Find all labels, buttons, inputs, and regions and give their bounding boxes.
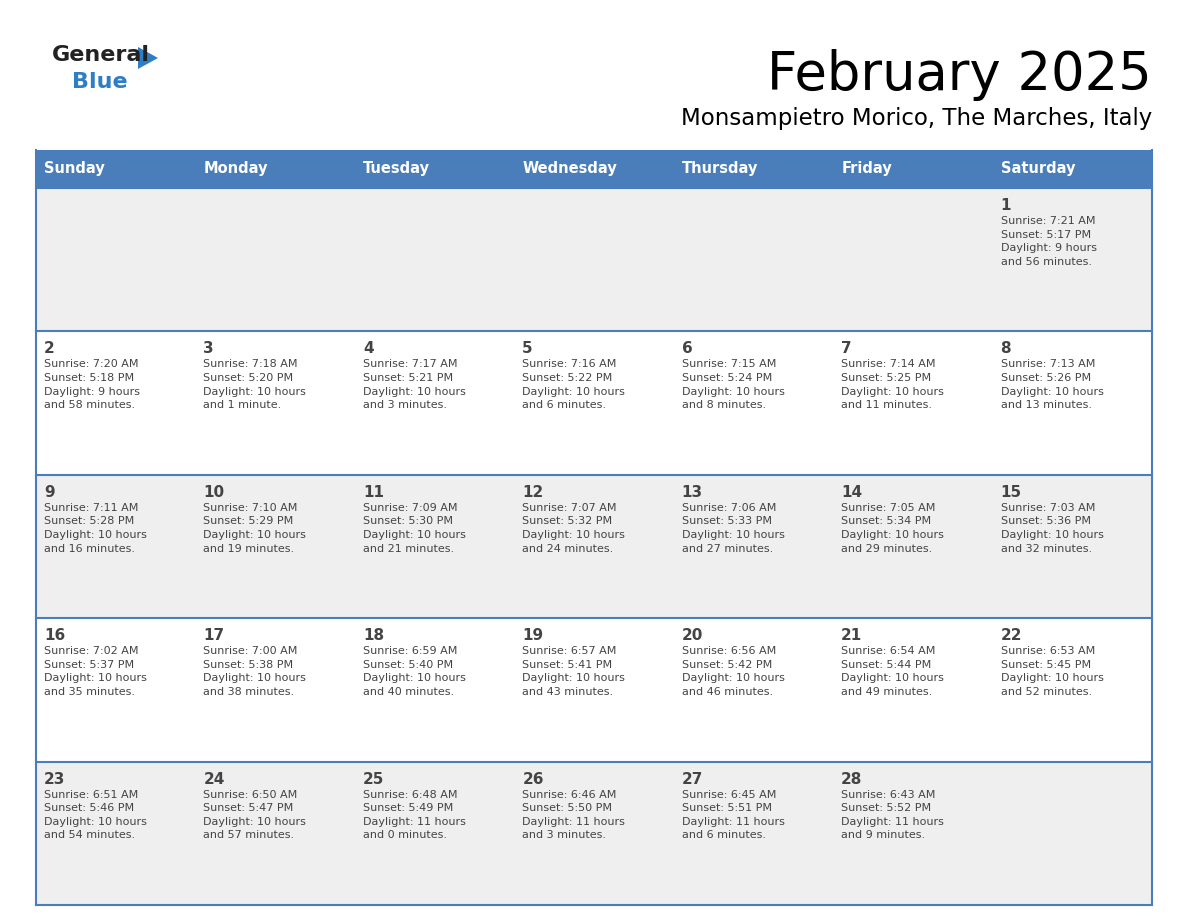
Text: Friday: Friday — [841, 162, 892, 176]
Text: Sunday: Sunday — [44, 162, 105, 176]
Text: Sunrise: 7:03 AM
Sunset: 5:36 PM
Daylight: 10 hours
and 32 minutes.: Sunrise: 7:03 AM Sunset: 5:36 PM Dayligh… — [1000, 503, 1104, 554]
Text: 18: 18 — [362, 628, 384, 644]
Text: Sunrise: 6:57 AM
Sunset: 5:41 PM
Daylight: 10 hours
and 43 minutes.: Sunrise: 6:57 AM Sunset: 5:41 PM Dayligh… — [523, 646, 625, 697]
Text: Blue: Blue — [72, 72, 127, 92]
Text: Sunrise: 7:00 AM
Sunset: 5:38 PM
Daylight: 10 hours
and 38 minutes.: Sunrise: 7:00 AM Sunset: 5:38 PM Dayligh… — [203, 646, 307, 697]
Text: 15: 15 — [1000, 485, 1022, 499]
Text: Sunrise: 6:59 AM
Sunset: 5:40 PM
Daylight: 10 hours
and 40 minutes.: Sunrise: 6:59 AM Sunset: 5:40 PM Dayligh… — [362, 646, 466, 697]
Bar — [36, 331, 1152, 475]
Text: 7: 7 — [841, 341, 852, 356]
Text: Sunrise: 7:14 AM
Sunset: 5:25 PM
Daylight: 10 hours
and 11 minutes.: Sunrise: 7:14 AM Sunset: 5:25 PM Dayligh… — [841, 360, 944, 410]
Text: 16: 16 — [44, 628, 65, 644]
Text: Sunrise: 7:21 AM
Sunset: 5:17 PM
Daylight: 9 hours
and 56 minutes.: Sunrise: 7:21 AM Sunset: 5:17 PM Dayligh… — [1000, 216, 1097, 267]
Bar — [514, 150, 674, 188]
Text: 4: 4 — [362, 341, 373, 356]
Bar — [992, 150, 1152, 188]
Text: 1: 1 — [1000, 198, 1011, 213]
Text: 24: 24 — [203, 772, 225, 787]
Text: Tuesday: Tuesday — [362, 162, 430, 176]
Text: Sunrise: 7:20 AM
Sunset: 5:18 PM
Daylight: 9 hours
and 58 minutes.: Sunrise: 7:20 AM Sunset: 5:18 PM Dayligh… — [44, 360, 140, 410]
Text: 6: 6 — [682, 341, 693, 356]
Text: 9: 9 — [44, 485, 55, 499]
Text: Sunrise: 6:45 AM
Sunset: 5:51 PM
Daylight: 11 hours
and 6 minutes.: Sunrise: 6:45 AM Sunset: 5:51 PM Dayligh… — [682, 789, 784, 840]
Text: 12: 12 — [523, 485, 544, 499]
Text: Sunrise: 6:56 AM
Sunset: 5:42 PM
Daylight: 10 hours
and 46 minutes.: Sunrise: 6:56 AM Sunset: 5:42 PM Dayligh… — [682, 646, 784, 697]
Text: Sunrise: 7:17 AM
Sunset: 5:21 PM
Daylight: 10 hours
and 3 minutes.: Sunrise: 7:17 AM Sunset: 5:21 PM Dayligh… — [362, 360, 466, 410]
Text: Sunrise: 7:10 AM
Sunset: 5:29 PM
Daylight: 10 hours
and 19 minutes.: Sunrise: 7:10 AM Sunset: 5:29 PM Dayligh… — [203, 503, 307, 554]
Text: 21: 21 — [841, 628, 862, 644]
Text: February 2025: February 2025 — [767, 49, 1152, 101]
Text: 23: 23 — [44, 772, 65, 787]
Bar — [674, 150, 833, 188]
Text: Sunrise: 6:53 AM
Sunset: 5:45 PM
Daylight: 10 hours
and 52 minutes.: Sunrise: 6:53 AM Sunset: 5:45 PM Dayligh… — [1000, 646, 1104, 697]
Text: Sunrise: 7:09 AM
Sunset: 5:30 PM
Daylight: 10 hours
and 21 minutes.: Sunrise: 7:09 AM Sunset: 5:30 PM Dayligh… — [362, 503, 466, 554]
Text: Saturday: Saturday — [1000, 162, 1075, 176]
Bar — [36, 188, 1152, 331]
Text: 27: 27 — [682, 772, 703, 787]
Text: 25: 25 — [362, 772, 384, 787]
Bar — [36, 475, 1152, 618]
Text: Sunrise: 6:50 AM
Sunset: 5:47 PM
Daylight: 10 hours
and 57 minutes.: Sunrise: 6:50 AM Sunset: 5:47 PM Dayligh… — [203, 789, 307, 840]
Text: Sunrise: 6:43 AM
Sunset: 5:52 PM
Daylight: 11 hours
and 9 minutes.: Sunrise: 6:43 AM Sunset: 5:52 PM Dayligh… — [841, 789, 944, 840]
Text: 8: 8 — [1000, 341, 1011, 356]
Bar — [833, 150, 992, 188]
Text: 20: 20 — [682, 628, 703, 644]
Text: Thursday: Thursday — [682, 162, 758, 176]
Text: Sunrise: 6:46 AM
Sunset: 5:50 PM
Daylight: 11 hours
and 3 minutes.: Sunrise: 6:46 AM Sunset: 5:50 PM Dayligh… — [523, 789, 625, 840]
Text: 17: 17 — [203, 628, 225, 644]
Text: Sunrise: 7:05 AM
Sunset: 5:34 PM
Daylight: 10 hours
and 29 minutes.: Sunrise: 7:05 AM Sunset: 5:34 PM Dayligh… — [841, 503, 944, 554]
Bar — [36, 762, 1152, 905]
Text: 26: 26 — [523, 772, 544, 787]
Text: Sunrise: 7:11 AM
Sunset: 5:28 PM
Daylight: 10 hours
and 16 minutes.: Sunrise: 7:11 AM Sunset: 5:28 PM Dayligh… — [44, 503, 147, 554]
Text: Sunrise: 7:15 AM
Sunset: 5:24 PM
Daylight: 10 hours
and 8 minutes.: Sunrise: 7:15 AM Sunset: 5:24 PM Dayligh… — [682, 360, 784, 410]
Text: Wednesday: Wednesday — [523, 162, 617, 176]
Bar — [355, 150, 514, 188]
Text: Monsampietro Morico, The Marches, Italy: Monsampietro Morico, The Marches, Italy — [681, 106, 1152, 129]
Text: Sunrise: 7:18 AM
Sunset: 5:20 PM
Daylight: 10 hours
and 1 minute.: Sunrise: 7:18 AM Sunset: 5:20 PM Dayligh… — [203, 360, 307, 410]
Text: 5: 5 — [523, 341, 533, 356]
Text: Sunrise: 7:06 AM
Sunset: 5:33 PM
Daylight: 10 hours
and 27 minutes.: Sunrise: 7:06 AM Sunset: 5:33 PM Dayligh… — [682, 503, 784, 554]
Text: Sunrise: 7:02 AM
Sunset: 5:37 PM
Daylight: 10 hours
and 35 minutes.: Sunrise: 7:02 AM Sunset: 5:37 PM Dayligh… — [44, 646, 147, 697]
Text: 14: 14 — [841, 485, 862, 499]
Text: General: General — [52, 45, 150, 65]
Text: Sunrise: 6:54 AM
Sunset: 5:44 PM
Daylight: 10 hours
and 49 minutes.: Sunrise: 6:54 AM Sunset: 5:44 PM Dayligh… — [841, 646, 944, 697]
Text: 22: 22 — [1000, 628, 1022, 644]
Text: Sunrise: 7:13 AM
Sunset: 5:26 PM
Daylight: 10 hours
and 13 minutes.: Sunrise: 7:13 AM Sunset: 5:26 PM Dayligh… — [1000, 360, 1104, 410]
Text: Monday: Monday — [203, 162, 268, 176]
Text: 2: 2 — [44, 341, 55, 356]
Text: 3: 3 — [203, 341, 214, 356]
Text: 13: 13 — [682, 485, 703, 499]
Text: 10: 10 — [203, 485, 225, 499]
Bar — [36, 618, 1152, 762]
Bar — [196, 150, 355, 188]
Text: Sunrise: 7:07 AM
Sunset: 5:32 PM
Daylight: 10 hours
and 24 minutes.: Sunrise: 7:07 AM Sunset: 5:32 PM Dayligh… — [523, 503, 625, 554]
Text: 19: 19 — [523, 628, 543, 644]
Text: Sunrise: 6:48 AM
Sunset: 5:49 PM
Daylight: 11 hours
and 0 minutes.: Sunrise: 6:48 AM Sunset: 5:49 PM Dayligh… — [362, 789, 466, 840]
Bar — [36, 150, 196, 188]
Text: Sunrise: 7:16 AM
Sunset: 5:22 PM
Daylight: 10 hours
and 6 minutes.: Sunrise: 7:16 AM Sunset: 5:22 PM Dayligh… — [523, 360, 625, 410]
Text: 28: 28 — [841, 772, 862, 787]
Text: 11: 11 — [362, 485, 384, 499]
Polygon shape — [138, 47, 158, 69]
Text: Sunrise: 6:51 AM
Sunset: 5:46 PM
Daylight: 10 hours
and 54 minutes.: Sunrise: 6:51 AM Sunset: 5:46 PM Dayligh… — [44, 789, 147, 840]
